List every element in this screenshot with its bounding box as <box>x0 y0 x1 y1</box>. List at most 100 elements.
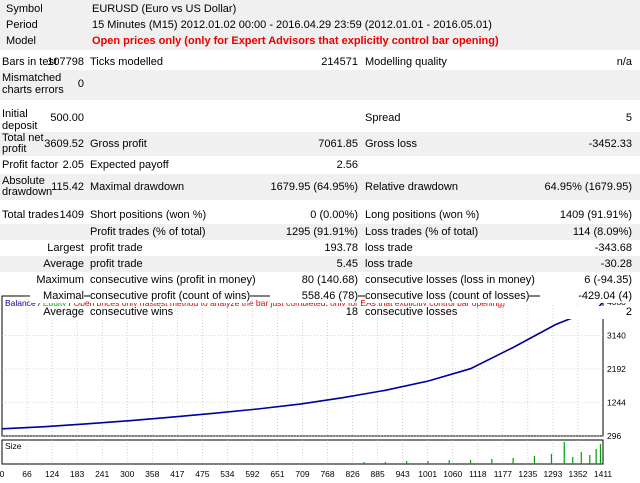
x-tick-label: 1118 <box>469 469 487 479</box>
legend-separator: / <box>36 298 43 308</box>
total-net-label-2: profit <box>2 143 27 155</box>
cons-profit-count-value: 558.46 (78) <box>270 290 358 303</box>
profit-trades-value: 1295 (91.91%) <box>285 226 358 238</box>
average-loss-trade-label: loss trade <box>365 258 413 270</box>
x-tick-label: 417 <box>170 469 184 479</box>
mismatched-label-1: Mismatched <box>2 72 62 84</box>
x-tick-label: 1352 <box>568 469 587 479</box>
x-tick-label: 592 <box>245 469 259 479</box>
total-trades-label: Total trades <box>2 209 59 221</box>
row-band-net-profit <box>0 132 640 156</box>
x-tick-label: 1411 <box>594 469 613 479</box>
cons-wins-money-value: 80 (140.68) <box>301 274 358 286</box>
mismatched-value: 0 <box>77 78 84 90</box>
average-profit-trade-label: profit trade <box>90 258 143 270</box>
modelling-quality-label: Modelling quality <box>365 56 447 68</box>
average-label: Average <box>43 258 84 270</box>
loss-trades-label: Loss trades (% of total) <box>365 226 479 238</box>
x-tick-label: 358 <box>145 469 159 479</box>
row-band-drawdown <box>0 174 640 200</box>
x-tick-label: 241 <box>95 469 109 479</box>
x-tick-label: 651 <box>270 469 284 479</box>
x-tick-label: 300 <box>120 469 134 479</box>
x-tick-label: 1060 <box>443 469 462 479</box>
maximal-label: Maximal <box>30 290 84 303</box>
total-net-label-1: Total net <box>2 132 44 144</box>
cons-losses-label: consecutive losses <box>365 306 458 319</box>
initial-deposit-label-1: Initial <box>2 108 28 120</box>
symbol-label: Symbol <box>6 3 43 15</box>
period-label: Period <box>6 19 38 31</box>
short-positions-label: Short positions (won %) <box>90 209 207 221</box>
loss-trades-value: 114 (8.09%) <box>572 226 632 238</box>
cons-wins-money-label: consecutive wins (profit in money) <box>90 274 256 286</box>
x-tick-label: 124 <box>45 469 59 479</box>
balance-line <box>1 301 604 430</box>
cons-loss-count-value: -429.04 (4) <box>540 290 632 303</box>
average-profit-value: 5.45 <box>336 258 358 270</box>
x-tick-label: 826 <box>345 469 359 479</box>
avg-cons-losses-value: 2 <box>560 306 632 319</box>
cons-losses-money-value: 6 (-94.35) <box>584 274 632 286</box>
absolute-dd-label-1: Absolute <box>2 175 45 187</box>
x-tick-label: 183 <box>70 469 84 479</box>
relative-dd-value: 64.95% (1679.95) <box>544 181 632 193</box>
absolute-dd-label-2: drawdown <box>2 186 53 198</box>
x-tick-label: 885 <box>371 469 385 479</box>
size-label: Size <box>5 441 22 451</box>
legend-separator: / <box>66 298 73 308</box>
largest-label: Largest <box>47 242 84 254</box>
expected-payoff-label: Expected payoff <box>90 159 169 171</box>
period-value: 15 Minutes (M15) 2012.01.02 00:00 - 2016… <box>92 19 492 31</box>
profit-factor-value: 2.05 <box>62 159 84 171</box>
gross-profit-label: Gross profit <box>90 138 147 150</box>
cons-wins-label: consecutive wins <box>90 306 174 319</box>
x-tick-label: 1001 <box>418 469 437 479</box>
mismatched-label-2: charts errors <box>2 84 64 96</box>
legend-equity: Equity <box>43 298 67 308</box>
long-positions-label: Long positions (won %) <box>365 209 480 221</box>
x-tick-label: 709 <box>295 469 309 479</box>
y-tick-label: 3140 <box>607 331 626 341</box>
x-tick-label: 1235 <box>518 469 537 479</box>
legend-model: Open prices only (fastest method to anal… <box>74 298 506 308</box>
cons-loss-count-label: consecutive loss (count of losses) <box>365 290 530 303</box>
maximal-dd-value: 1679.95 (64.95%) <box>270 181 358 193</box>
absolute-dd-value: 115.42 <box>51 181 84 193</box>
legend-balance: Balance <box>5 298 36 308</box>
balance-chart: Balance / Equity / Open prices only (fas… <box>0 292 640 480</box>
header-band <box>0 0 640 50</box>
spread-value: 5 <box>625 112 632 124</box>
average-loss-value: -30.28 <box>600 258 632 270</box>
y-tick-label: 1244 <box>607 398 626 408</box>
bars-in-test-value: 107798 <box>47 56 84 68</box>
x-tick-label: 1293 <box>543 469 562 479</box>
average-cons-label: Average <box>30 306 84 319</box>
gross-loss-value: -3452.33 <box>588 138 632 150</box>
ticks-modelled-value: 214571 <box>321 56 358 68</box>
ticks-modelled-label: Ticks modelled <box>90 56 163 68</box>
profit-factor-label: Profit factor <box>2 159 59 171</box>
expected-payoff-value: 2.56 <box>336 159 358 171</box>
initial-deposit-value: 500.00 <box>50 112 84 124</box>
cons-profit-count-label: consecutive profit (count of wins) <box>90 290 251 303</box>
row-band-average <box>0 256 640 272</box>
long-positions-value: 1409 (91.91%) <box>559 209 632 221</box>
maximum-label: Maximum <box>36 274 84 286</box>
chart-area: Balance / Equity / Open prices only (fas… <box>0 292 640 480</box>
gross-loss-label: Gross loss <box>365 138 417 150</box>
y-tick-label: 296 <box>607 431 621 441</box>
modelling-quality-value: n/a <box>616 56 632 68</box>
model-label: Model <box>6 35 36 47</box>
maximal-dd-label: Maximal drawdown <box>90 181 185 193</box>
symbol-value: EURUSD (Euro vs US Dollar) <box>92 3 237 15</box>
spread-label: Spread <box>365 112 401 124</box>
largest-loss-value: -343.68 <box>594 242 632 254</box>
largest-profit-value: 193.78 <box>324 242 358 254</box>
gross-profit-value: 7061.85 <box>318 138 358 150</box>
profit-trades-label: Profit trades (% of total) <box>90 226 206 238</box>
x-tick-label: 0 <box>0 469 5 479</box>
y-tick-label: 2192 <box>607 364 626 374</box>
row-band-mismatched <box>0 70 640 100</box>
chart-legend: Balance / Equity / Open prices only (fas… <box>5 298 505 308</box>
